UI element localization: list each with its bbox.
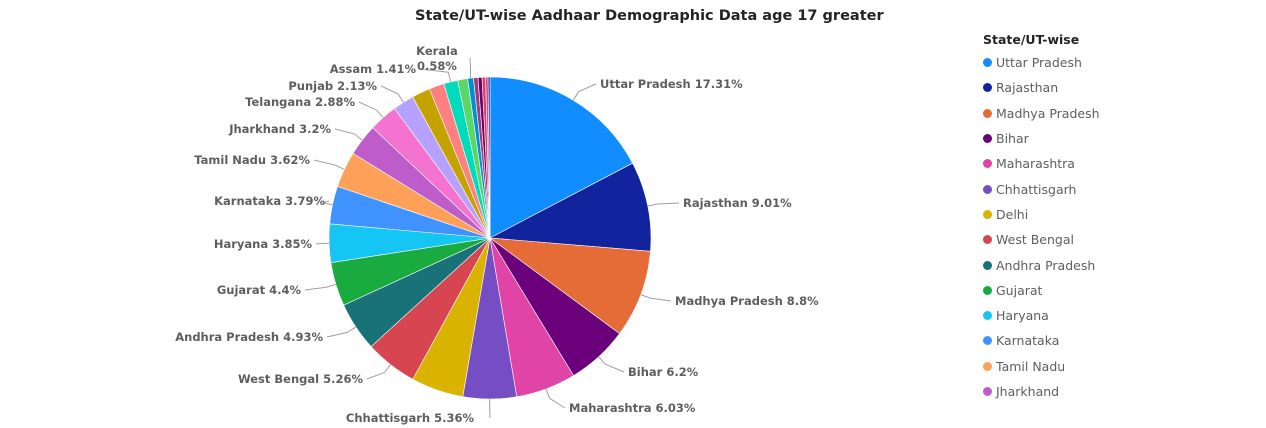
slice-label-chhattisgarh: Chhattisgarh 5.36% bbox=[346, 411, 475, 425]
slice-label-punjab: Punjab 2.13% bbox=[288, 79, 377, 93]
slice-label-karnataka: Karnataka 3.79% bbox=[214, 194, 325, 208]
leader-line-rajasthan bbox=[647, 202, 680, 207]
leader-line-karnataka bbox=[322, 200, 333, 206]
legend-marker-icon bbox=[983, 83, 992, 93]
legend-label: Andhra Pradesh bbox=[996, 257, 1096, 273]
legend-label: West Bengal bbox=[996, 232, 1074, 248]
legend-marker-icon bbox=[983, 209, 992, 219]
legend-items: Uttar Pradesh Rajasthan Madhya Pradesh Biha… bbox=[983, 50, 1253, 404]
legend-item-tamil-nadu[interactable]: Tamil Nadu bbox=[983, 354, 1253, 379]
pie-slice-madhya-pradesh[interactable] bbox=[488, 237, 651, 334]
legend-label: Bihar bbox=[996, 131, 1029, 147]
leader-line-uttar-pradesh bbox=[572, 83, 597, 101]
slice-label-gujarat: Gujarat 4.4% bbox=[217, 283, 302, 297]
pie-slice-rajasthan[interactable] bbox=[488, 162, 652, 252]
slice-label-tamil-nadu: Tamil Nadu 3.62% bbox=[194, 153, 310, 167]
leader-line-gujarat bbox=[304, 283, 336, 291]
legend-label: Karnataka bbox=[996, 333, 1060, 349]
legend-label: Chhattisgarh bbox=[996, 181, 1077, 197]
leader-line-tamil-nadu bbox=[313, 159, 345, 170]
legend-label: Delhi bbox=[996, 206, 1029, 222]
legend-item-rajasthan[interactable]: Rajasthan bbox=[983, 75, 1253, 100]
legend-label: Rajasthan bbox=[996, 80, 1059, 96]
legend-marker-icon bbox=[983, 159, 992, 169]
legend-label: Madhya Pradesh bbox=[996, 105, 1100, 121]
leader-line-madhya-pradesh bbox=[640, 294, 672, 302]
legend-marker-icon bbox=[983, 58, 992, 68]
slice-label-assam: Assam 1.41% bbox=[330, 62, 417, 76]
legend-marker-icon bbox=[983, 387, 992, 396]
leader-line-punjab bbox=[380, 85, 404, 103]
legend-item-haryana[interactable]: Haryana bbox=[983, 303, 1253, 328]
pie-slice-other-25[interactable] bbox=[487, 76, 491, 239]
legend-item-delhi[interactable]: Delhi bbox=[983, 202, 1253, 227]
legend-label: Uttar Pradesh bbox=[996, 55, 1082, 71]
slice-label-west-bengal: West Bengal 5.26% bbox=[238, 372, 363, 386]
legend-label: Tamil Nadu bbox=[996, 358, 1066, 374]
slice-label-haryana: Haryana 3.85% bbox=[214, 237, 313, 251]
legend-label: Haryana bbox=[996, 308, 1049, 324]
slice-label-andhra-pradesh: Andhra Pradesh 4.93% bbox=[175, 330, 323, 344]
leader-line-kerala bbox=[469, 57, 471, 79]
legend-item-chhattisgarh[interactable]: Chhattisgarh bbox=[983, 176, 1253, 201]
chart-title: State/UT-wise Aadhaar Demographic Data a… bbox=[415, 8, 884, 24]
leader-line-bihar bbox=[598, 356, 625, 373]
legend-item-maharashtra[interactable]: Maharashtra bbox=[983, 151, 1253, 176]
legend-marker-icon bbox=[983, 361, 992, 371]
legend-item-jharkhand[interactable]: Jharkhand bbox=[983, 379, 1253, 404]
legend-label: Maharashtra bbox=[996, 156, 1075, 172]
legend-item-uttar-pradesh[interactable]: Uttar Pradesh bbox=[983, 50, 1253, 75]
slice-label-kerala-name: Kerala bbox=[416, 44, 458, 58]
pie-slice-uttar-pradesh[interactable] bbox=[489, 76, 633, 239]
slice-label-uttar-pradesh: Uttar Pradesh 17.31% bbox=[600, 77, 743, 91]
pie-chart: Uttar Pradesh 17.31% Rajasthan 9.01% Madhy… bbox=[175, 44, 819, 425]
leader-line-assam bbox=[419, 68, 452, 83]
legend-item-madhya-pradesh[interactable]: Madhya Pradesh bbox=[983, 101, 1253, 126]
legend-marker-icon bbox=[983, 260, 992, 270]
leader-line-haryana bbox=[315, 242, 330, 245]
slice-label-kerala-value: 0.58% bbox=[417, 59, 457, 73]
leader-line-jharkhand bbox=[334, 128, 363, 141]
legend-marker-icon bbox=[983, 336, 992, 346]
slice-label-maharashtra: Maharashtra 6.03% bbox=[569, 401, 696, 415]
legend-marker-icon bbox=[983, 108, 992, 118]
legend-item-gujarat[interactable]: Gujarat bbox=[983, 278, 1253, 303]
slice-label-telangana: Telangana 2.88% bbox=[245, 95, 355, 109]
leader-line-telangana bbox=[358, 101, 384, 118]
legend-item-karnataka[interactable]: Karnataka bbox=[983, 328, 1253, 353]
legend-marker-icon bbox=[983, 311, 992, 321]
slice-label-rajasthan: Rajasthan 9.01% bbox=[683, 196, 792, 210]
legend-label: Jharkhand bbox=[996, 384, 1060, 399]
legend-marker-icon bbox=[983, 134, 992, 144]
slice-label-bihar: Bihar 6.2% bbox=[628, 365, 699, 379]
legend-item-west-bengal[interactable]: West Bengal bbox=[983, 227, 1253, 252]
legend: State/UT-wise Uttar Pradesh Rajasthan Madh… bbox=[983, 32, 1253, 404]
slice-label-madhya-pradesh: Madhya Pradesh 8.8% bbox=[675, 294, 819, 308]
legend-marker-icon bbox=[983, 184, 992, 194]
leader-line-andhra-pradesh bbox=[326, 326, 357, 338]
legend-marker-icon bbox=[983, 285, 992, 295]
legend-item-andhra-pradesh[interactable]: Andhra Pradesh bbox=[983, 252, 1253, 277]
legend-label: Gujarat bbox=[996, 282, 1043, 298]
slice-label-jharkhand: Jharkhand 3.2% bbox=[228, 122, 331, 136]
legend-marker-icon bbox=[983, 235, 992, 245]
leader-line-maharashtra bbox=[545, 388, 566, 409]
legend-item-bihar[interactable]: Bihar bbox=[983, 126, 1253, 151]
legend-title: State/UT-wise bbox=[983, 32, 1080, 47]
leader-line-west-bengal bbox=[366, 364, 391, 380]
